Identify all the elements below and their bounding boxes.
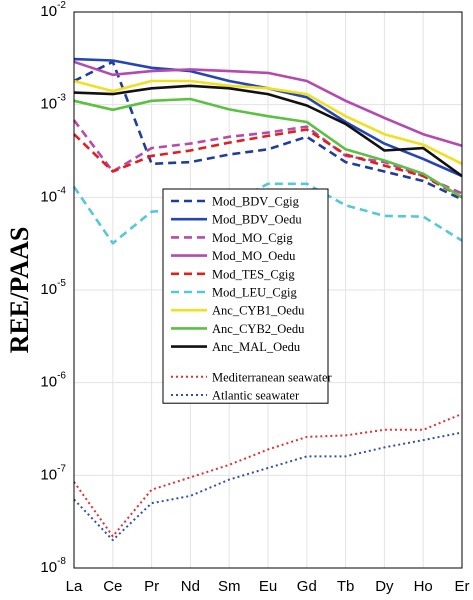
y-tick-label: 10-3 <box>40 93 66 113</box>
series-line-mod-mo-cgig <box>72 119 463 195</box>
series-line-mod-bdv-cgig <box>73 60 463 201</box>
x-tick-label: Er <box>455 578 470 595</box>
series-line-mediterranean-seawater <box>73 412 463 538</box>
x-tick-labels: La Ce Pr Nd Sm Eu Gd Tb Dy Ho Er <box>66 578 470 595</box>
y-tick-label: 10-6 <box>40 371 66 391</box>
plot-frame <box>73 11 463 569</box>
x-tick-label: Tb <box>337 578 355 595</box>
x-tick-label: La <box>66 578 83 595</box>
series-line-mod-mo-oedu <box>73 60 463 148</box>
series-line-atlantic-seawater <box>73 431 463 542</box>
legend-label: Mod_BDV_Oedu <box>212 213 302 227</box>
x-tick-label: Eu <box>259 578 277 595</box>
legend-label: Atlantic seawater <box>212 389 300 403</box>
legend-label: Mod_BDV_Cgig <box>212 195 300 209</box>
x-tick-label: Nd <box>181 578 200 595</box>
series-line-anc-mal-oedu <box>73 84 463 178</box>
series-line-anc-cyb1-oedu <box>73 79 463 165</box>
legend-label: Anc_MAL_Oedu <box>212 340 301 354</box>
y-tick-label: 10-4 <box>40 185 66 205</box>
legend-label: Mod_MO_Oedu <box>212 249 296 263</box>
legend-label: Mod_LEU_Cgig <box>212 286 297 300</box>
legend-label: Mod_TES_Cgig <box>212 267 295 281</box>
x-tick-label: Ho <box>414 578 433 595</box>
y-axis-label: REE/PAAS <box>5 227 34 354</box>
legend: Mod_BDV_Cgig Mod_BDV_Oedu Mod_MO_Cgig Mod_M… <box>162 188 333 404</box>
legend-label: Mediterranean seawater <box>212 370 333 384</box>
series-line-anc-cyb2-oedu <box>73 97 463 199</box>
series-line-mod-tes-cgig <box>73 128 463 199</box>
x-tick-label: Pr <box>144 578 159 595</box>
legend-label: Mod_MO_Cgig <box>212 231 293 245</box>
legend-box <box>162 188 329 404</box>
y-tick-label: 10-8 <box>40 556 66 576</box>
legend-label: Anc_CYB2_Oedu <box>212 322 305 336</box>
y-tick-label: 10-5 <box>40 278 66 298</box>
x-tick-label: Ce <box>103 578 122 595</box>
series-line-mod-leu-cgig <box>72 182 463 245</box>
y-tick-label: 10-2 <box>40 0 66 20</box>
series-lines <box>72 57 463 542</box>
x-tick-label: Dy <box>375 578 394 595</box>
y-tick-label: 10-7 <box>40 463 66 483</box>
legend-label: Anc_CYB1_Oedu <box>212 304 305 318</box>
x-tick-label: Gd <box>297 578 317 595</box>
x-tick-label: Sm <box>218 578 241 595</box>
y-tick-labels: 10-8 10-7 10-6 10-5 10-4 10-3 10-2 <box>40 0 66 576</box>
